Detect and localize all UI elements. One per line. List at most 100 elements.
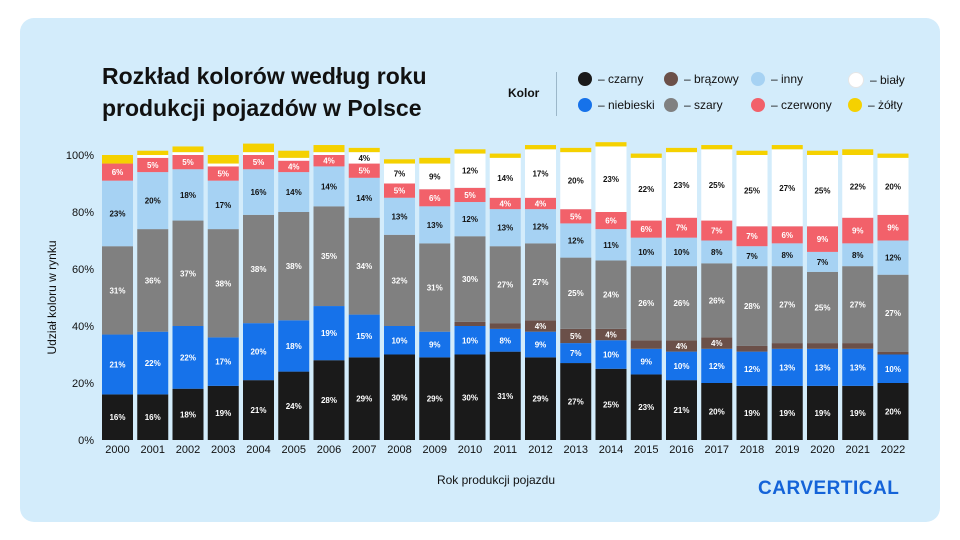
y-tick-label: 0% xyxy=(78,435,94,447)
bar-segment-czerwony xyxy=(630,220,662,238)
bar-segment-niebieski xyxy=(666,351,697,381)
bar-segment-niebieski xyxy=(807,348,838,386)
data-label-bialy: 20% xyxy=(568,177,584,186)
data-label-czarny: 19% xyxy=(850,409,866,418)
legend-label-czarny: – czarny xyxy=(598,72,644,86)
data-label-niebieski: 8% xyxy=(499,336,511,345)
data-label-czarny: 30% xyxy=(391,393,407,402)
bar-segment-niebieski xyxy=(560,343,592,364)
data-label-bialy: 20% xyxy=(885,182,901,191)
data-label-szary: 28% xyxy=(744,302,760,311)
data-label-czerwony: 7% xyxy=(746,232,758,241)
data-label-niebieski: 10% xyxy=(462,336,478,345)
data-label-czerwony: 6% xyxy=(640,225,652,234)
bar-segment-czerwony xyxy=(419,189,451,207)
data-label-szary: 25% xyxy=(568,289,584,298)
chart-title: Rozkład kolorów według roku produkcji po… xyxy=(102,60,482,124)
data-label-niebieski: 7% xyxy=(570,349,582,358)
data-label-czarny: 29% xyxy=(532,395,548,404)
data-label-czerwony: 4% xyxy=(323,157,335,166)
bar-segment-szary xyxy=(278,212,310,321)
bar-segment-szary xyxy=(560,257,592,329)
y-tick-label: 60% xyxy=(72,264,94,276)
bar-segment-bialy xyxy=(736,155,768,227)
data-label-bialy: 22% xyxy=(850,182,866,191)
bar-segment-bialy xyxy=(595,146,627,212)
bar-segment-czerwony xyxy=(842,217,874,244)
bar-segment-zolty xyxy=(348,147,380,153)
bar-segment-brazowy xyxy=(701,337,733,349)
bar-segment-niebieski xyxy=(137,331,169,395)
bar-segment-brazowy xyxy=(877,351,909,355)
bar-segment-zolty xyxy=(243,143,274,153)
data-label-czarny: 20% xyxy=(885,408,901,417)
bar-segment-inny xyxy=(595,229,627,261)
bar-segment-brazowy xyxy=(595,328,627,341)
bar-segment-zolty xyxy=(313,145,345,153)
bar-segment-czarny xyxy=(525,357,556,440)
data-label-inny: 10% xyxy=(638,248,654,257)
bar-segment-szary xyxy=(419,243,451,332)
bar-segment-zolty xyxy=(560,147,592,153)
bar-segment-inny xyxy=(207,180,239,230)
data-label-inny: 14% xyxy=(356,194,372,203)
data-label-bialy: 9% xyxy=(429,172,441,181)
bar-segment-niebieski xyxy=(736,351,768,386)
data-label-czarny: 19% xyxy=(814,409,830,418)
bar-segment-inny xyxy=(454,202,486,237)
data-label-szary: 32% xyxy=(391,276,407,285)
data-label-szary: 27% xyxy=(532,278,548,287)
bar-segment-szary xyxy=(701,263,733,338)
legend-item-brazowy: – brązowy xyxy=(664,72,739,86)
x-tick-label: 2003 xyxy=(211,444,235,456)
bar-segment-inny xyxy=(348,177,380,218)
bar-segment-inny xyxy=(771,243,803,267)
bar-segment-szary xyxy=(666,266,697,341)
bar-segment-inny xyxy=(172,169,204,221)
bar-segment-czarny xyxy=(666,380,697,440)
x-tick-label: 2009 xyxy=(423,444,447,456)
bar-segment-szary xyxy=(595,260,627,329)
bar-segment-czarny xyxy=(313,360,345,440)
bar-segment-czarny xyxy=(701,383,733,440)
data-label-niebieski: 10% xyxy=(673,362,689,371)
data-label-niebieski: 13% xyxy=(779,363,795,372)
bar-segment-bialy xyxy=(419,163,451,190)
bar-segment-niebieski xyxy=(172,326,204,389)
data-label-inny: 8% xyxy=(852,251,864,260)
legend-swatch-szary xyxy=(664,98,678,112)
data-label-inny: 12% xyxy=(885,254,901,263)
data-label-inny: 8% xyxy=(781,251,793,260)
data-label-inny: 11% xyxy=(603,241,619,250)
bar-segment-bialy xyxy=(560,152,592,210)
bar-segment-czerwony xyxy=(243,155,274,170)
data-label-czerwony: 5% xyxy=(358,167,370,176)
data-label-niebieski: 17% xyxy=(215,358,231,367)
bar-segment-bialy xyxy=(348,152,380,164)
bar-segment-czerwony xyxy=(454,187,486,203)
legend-swatch-zolty xyxy=(848,98,862,112)
bar-segment-niebieski xyxy=(701,348,733,383)
data-label-niebieski: 18% xyxy=(286,342,302,351)
bar-segment-niebieski xyxy=(630,348,662,375)
x-tick-label: 2017 xyxy=(705,444,729,456)
data-label-brazowy: 4% xyxy=(676,342,688,351)
data-label-czarny: 19% xyxy=(779,409,795,418)
bar-segment-inny xyxy=(666,237,697,267)
bar-segment-niebieski xyxy=(595,340,627,369)
data-label-bialy: 25% xyxy=(814,187,830,196)
bar-segment-niebieski xyxy=(877,354,909,383)
data-label-szary: 38% xyxy=(250,265,266,274)
bar-segment-niebieski xyxy=(313,306,345,361)
bar-segment-czarny xyxy=(384,354,415,440)
data-label-czarny: 31% xyxy=(497,392,513,401)
bar-segment-niebieski xyxy=(278,320,310,372)
legend-divider xyxy=(556,72,557,116)
bar-segment-brazowy xyxy=(489,323,521,329)
data-label-niebieski: 10% xyxy=(391,336,407,345)
bar-segment-czerwony xyxy=(701,220,733,241)
data-label-inny: 17% xyxy=(215,201,231,210)
data-label-szary: 24% xyxy=(603,291,619,300)
data-label-inny: 14% xyxy=(321,182,337,191)
